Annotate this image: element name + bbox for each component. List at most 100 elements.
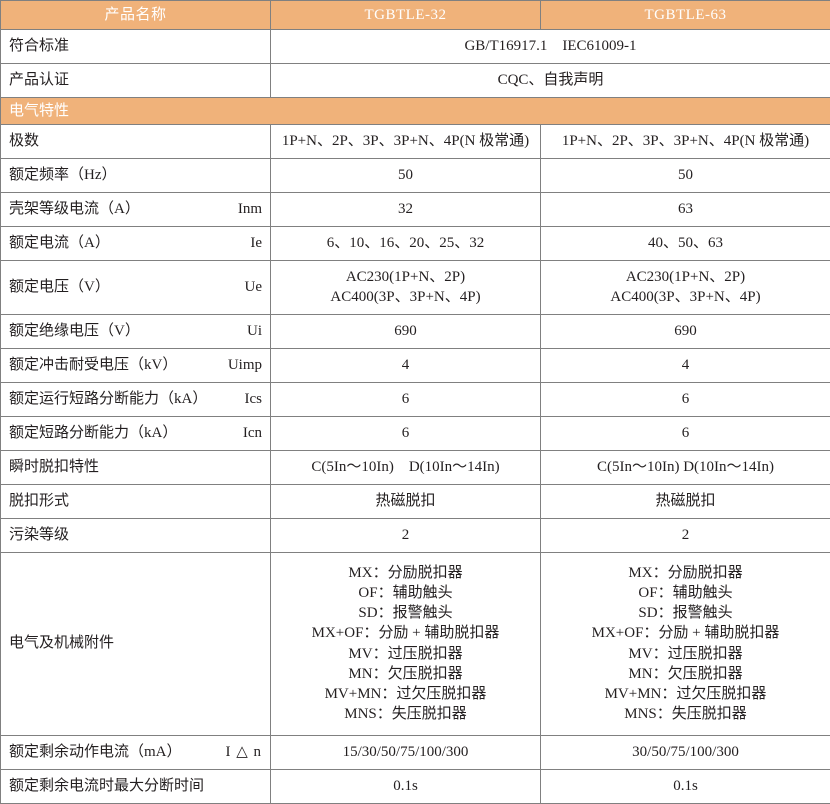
row-label-frame-current: 壳架等级电流（A） Inm — [1, 193, 271, 227]
table-row: 额定运行短路分断能力（kA） Ics 6 6 — [1, 382, 830, 416]
value-a: 2 — [271, 518, 541, 552]
section-title-electrical: 电气特性 — [1, 98, 830, 125]
value-b: 1P+N、2P、3P、3P+N、4P(N 极常通) — [541, 125, 830, 159]
value-a: 1P+N、2P、3P、3P+N、4P(N 极常通) — [271, 125, 541, 159]
value-b: 2 — [541, 518, 830, 552]
table-row: 额定绝缘电压（V） Ui 690 690 — [1, 314, 830, 348]
label-symbol: Uimp — [228, 355, 264, 375]
label-symbol: Ics — [245, 389, 265, 409]
value-b: 40、50、63 — [541, 227, 830, 261]
accessory-item: SD：报警触头 — [545, 603, 826, 623]
value-b: 0.1s — [541, 769, 830, 803]
label-text: 额定剩余动作电流（mA） — [9, 742, 182, 762]
label-text: 额定绝缘电压（V） — [9, 321, 140, 341]
label-symbol: I △ n — [225, 742, 264, 762]
table-row: 额定冲击耐受电压（kV） Uimp 4 4 — [1, 348, 830, 382]
row-label-instant-trip: 瞬时脱扣特性 — [1, 450, 271, 484]
row-label-insulation-voltage: 额定绝缘电压（V） Ui — [1, 314, 271, 348]
value-b: 6 — [541, 382, 830, 416]
label-symbol: Ie — [250, 233, 264, 253]
header-model-b: TGBTLE-63 — [541, 1, 830, 30]
header-model-a: TGBTLE-32 — [271, 1, 541, 30]
table-row: 额定频率（Hz） 50 50 — [1, 159, 830, 193]
value-b: 30/50/75/100/300 — [541, 735, 830, 769]
header-product-name: 产品名称 — [1, 1, 271, 30]
value-a: 4 — [271, 348, 541, 382]
value-b: 50 — [541, 159, 830, 193]
row-label-service-breaking-capacity: 额定运行短路分断能力（kA） Ics — [1, 382, 271, 416]
value-b: AC230(1P+N、2P) AC400(3P、3P+N、4P) — [541, 261, 830, 315]
table-header-row: 产品名称 TGBTLE-32 TGBTLE-63 — [1, 1, 830, 30]
table-row: 污染等级 2 2 — [1, 518, 830, 552]
label-text: 额定短路分断能力（kA） — [9, 423, 177, 443]
value-b: 4 — [541, 348, 830, 382]
accessory-item: MV+MN：过欠压脱扣器 — [545, 684, 826, 704]
label-text: 额定剩余电流时最大分断时间 — [9, 776, 204, 796]
accessory-item: MX+OF：分励 + 辅助脱扣器 — [275, 623, 536, 643]
value-a: 热磁脱扣 — [271, 484, 541, 518]
label-text: 电气及机械附件 — [9, 635, 114, 651]
accessory-item: MNS：失压脱扣器 — [275, 704, 536, 724]
row-label-residual-current: 额定剩余动作电流（mA） I △ n — [1, 735, 271, 769]
value-a: 6 — [271, 382, 541, 416]
row-label-trip-type: 脱扣形式 — [1, 484, 271, 518]
label-text: 额定电压（V） — [9, 277, 110, 297]
value-b: C(5In～10In) D(10In～14In) — [541, 450, 830, 484]
value-line: AC230(1P+N、2P) — [545, 267, 826, 287]
row-label-breaking-capacity: 额定短路分断能力（kA） Icn — [1, 416, 271, 450]
value-a: 690 — [271, 314, 541, 348]
label-symbol: Icn — [243, 423, 264, 443]
row-label-impulse-voltage: 额定冲击耐受电压（kV） Uimp — [1, 348, 271, 382]
row-label-residual-breaking-time: 额定剩余电流时最大分断时间 — [1, 769, 271, 803]
accessory-item: SD：报警触头 — [275, 603, 536, 623]
value-line: AC400(3P、3P+N、4P) — [545, 287, 826, 307]
accessory-item: MV：过压脱扣器 — [545, 644, 826, 664]
value-a: 50 — [271, 159, 541, 193]
label-text: 污染等级 — [9, 525, 69, 545]
accessory-item: OF：辅助触头 — [275, 583, 536, 603]
row-label-poles: 极数 — [1, 125, 271, 159]
label-text: 额定冲击耐受电压（kV） — [9, 355, 177, 375]
value-b: 690 — [541, 314, 830, 348]
row-label-frequency: 额定频率（Hz） — [1, 159, 271, 193]
value-certification: CQC、自我声明 — [271, 64, 830, 98]
label-text: 瞬时脱扣特性 — [9, 457, 99, 477]
row-label-rated-current: 额定电流（A） Ie — [1, 227, 271, 261]
value-a: 32 — [271, 193, 541, 227]
value-standards: GB/T16917.1 IEC61009-1 — [271, 30, 830, 64]
accessory-item: MV：过压脱扣器 — [275, 644, 536, 664]
accessory-item: MNS：失压脱扣器 — [545, 704, 826, 724]
label-text: 极数 — [9, 131, 39, 151]
accessory-item: MN：欠压脱扣器 — [275, 664, 536, 684]
table-row: 额定剩余动作电流（mA） I △ n 15/30/50/75/100/300 3… — [1, 735, 830, 769]
table-row-accessories: 电气及机械附件 MX：分励脱扣器 OF：辅助触头 SD：报警触头 MX+OF：分… — [1, 552, 830, 735]
accessory-item: OF：辅助触头 — [545, 583, 826, 603]
accessory-item: MX+OF：分励 + 辅助脱扣器 — [545, 623, 826, 643]
table-row: 额定短路分断能力（kA） Icn 6 6 — [1, 416, 830, 450]
table-row: 额定电压（V） Ue AC230(1P+N、2P) AC400(3P、3P+N、… — [1, 261, 830, 315]
label-symbol: Ui — [247, 321, 264, 341]
table-row: 符合标准 GB/T16917.1 IEC61009-1 — [1, 30, 830, 64]
accessories-list-b: MX：分励脱扣器 OF：辅助触头 SD：报警触头 MX+OF：分励 + 辅助脱扣… — [541, 552, 830, 735]
value-a: 6、10、16、20、25、32 — [271, 227, 541, 261]
value-b: 6 — [541, 416, 830, 450]
accessory-item: MV+MN：过欠压脱扣器 — [275, 684, 536, 704]
value-a: 0.1s — [271, 769, 541, 803]
table-row: 产品认证 CQC、自我声明 — [1, 64, 830, 98]
accessory-item: MN：欠压脱扣器 — [545, 664, 826, 684]
label-symbol: Inm — [238, 199, 264, 219]
label-text: 产品认证 — [9, 70, 69, 90]
value-b: 热磁脱扣 — [541, 484, 830, 518]
value-line: AC400(3P、3P+N、4P) — [275, 287, 536, 307]
row-label-accessories: 电气及机械附件 — [1, 552, 271, 735]
row-label-standards: 符合标准 — [1, 30, 271, 64]
label-text: 脱扣形式 — [9, 491, 69, 511]
accessory-item: MX：分励脱扣器 — [545, 563, 826, 583]
row-label-certification: 产品认证 — [1, 64, 271, 98]
label-text: 额定频率（Hz） — [9, 165, 117, 185]
label-text: 壳架等级电流（A） — [9, 199, 140, 219]
value-b: 63 — [541, 193, 830, 227]
value-a: 6 — [271, 416, 541, 450]
value-line: AC230(1P+N、2P) — [275, 267, 536, 287]
